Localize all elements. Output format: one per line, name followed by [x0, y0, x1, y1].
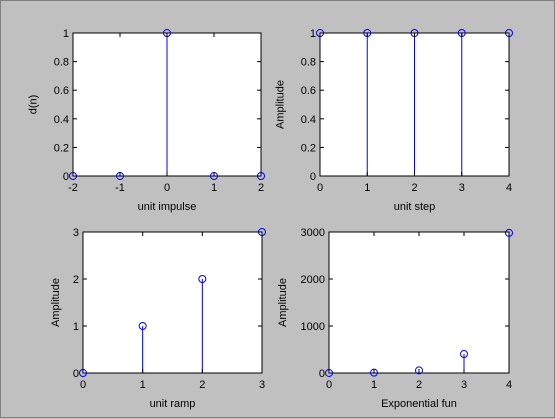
x-tick-label: 1: [211, 182, 217, 194]
y-tick-label: 1: [73, 321, 79, 333]
stem-marker: [138, 322, 147, 330]
y-tick-label: 0.2: [301, 142, 316, 154]
x-tick-label: 0: [164, 182, 170, 194]
x-tick-label: 0: [317, 182, 323, 194]
x-tick-label: 3: [459, 182, 465, 194]
y-tick-label: 0: [73, 368, 79, 380]
x-tick-label: 2: [411, 182, 417, 194]
axes-frame: [82, 231, 263, 374]
y-tick-label: 0.6: [301, 85, 316, 97]
y-axis-label: Amplitude: [50, 278, 62, 327]
x-axis-label: unit ramp: [150, 398, 196, 410]
subplot-2: 0 1 2 3 4 0 0.2 0.4 0.6 0.8 1 unit step Amplitude: [274, 28, 513, 213]
y-axis-label: d(n): [27, 95, 39, 115]
x-tick-label: 2: [416, 379, 422, 391]
y-tick-label: 0.6: [54, 85, 69, 97]
y-tick-label: 0.4: [301, 114, 316, 126]
x-tick-label: 4: [506, 182, 512, 194]
y-axis-label: Amplitude: [274, 80, 286, 129]
y-tick-label: 0: [310, 171, 316, 183]
x-axis-label: unit step: [394, 201, 436, 213]
x-tick-label: 1: [140, 379, 146, 391]
x-tick-label: -2: [68, 182, 78, 194]
x-axis-label: Exponential fun: [381, 398, 457, 410]
subplot-3: 0 1 2 3 0 1 2 3 unit ramp Amplitude: [50, 227, 266, 410]
y-tick-label: 0: [63, 171, 69, 183]
y-tick-label: 1: [63, 28, 69, 40]
y-tick-label: 2: [73, 274, 79, 286]
subplot-4: 0 1 2 3 4 0 1000 2000 3000 Exponential fun Amplitu…: [277, 227, 513, 410]
stem-marker: [460, 350, 468, 359]
x-tick-label: 1: [371, 379, 377, 391]
y-tick-label: 2000: [301, 274, 325, 286]
x-tick-label: 4: [506, 379, 512, 391]
y-tick-label: 0.4: [54, 114, 69, 126]
x-tick-label: 2: [199, 379, 205, 391]
x-tick-label: 3: [259, 379, 265, 391]
stem-marker: [505, 228, 513, 237]
axes-background: [329, 232, 509, 373]
y-tick-label: 1: [310, 28, 316, 40]
x-tick-label: 2: [258, 182, 264, 194]
y-axis-label: Amplitude: [277, 278, 289, 327]
y-tick-label: 1000: [301, 321, 325, 333]
stem-marker: [198, 275, 207, 283]
x-tick-label: 0: [80, 379, 86, 391]
stem-marker: [415, 366, 423, 375]
y-tick-label: 3: [73, 227, 79, 239]
y-tick-label: 3000: [301, 227, 325, 239]
x-tick-label: 0: [326, 379, 332, 391]
subplot-1: -2 -1 0 1 2 0 0.2 0.4 0.6 0.8 1 unit impulse d(n): [27, 28, 265, 213]
y-tick-label: 0: [319, 368, 325, 380]
y-tick-label: 0.2: [54, 142, 69, 154]
y-tick-label: 0.8: [54, 57, 69, 69]
y-tick-label: 0.8: [301, 57, 316, 69]
x-axis-label: unit impulse: [138, 201, 197, 213]
x-tick-label: 1: [364, 182, 370, 194]
x-tick-label: -1: [115, 182, 125, 194]
x-tick-label: 3: [461, 379, 467, 391]
axes-background: [83, 232, 262, 373]
